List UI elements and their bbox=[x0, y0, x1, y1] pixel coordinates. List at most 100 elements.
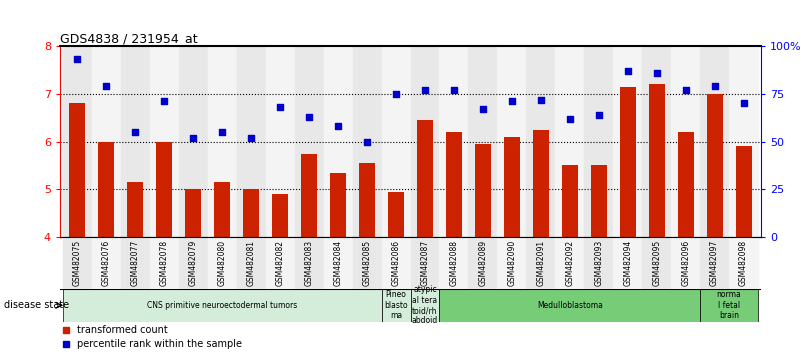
Point bbox=[650, 70, 663, 76]
Text: GSM482080: GSM482080 bbox=[218, 240, 227, 286]
Bar bbox=[469, 237, 497, 289]
Bar bbox=[562, 166, 578, 237]
Bar bbox=[179, 46, 207, 237]
Bar bbox=[497, 46, 526, 237]
Bar bbox=[156, 142, 172, 237]
Text: CNS primitive neuroectodermal tumors: CNS primitive neuroectodermal tumors bbox=[147, 301, 297, 310]
Bar bbox=[440, 289, 700, 322]
Text: GSM482090: GSM482090 bbox=[507, 240, 517, 286]
Bar bbox=[121, 237, 150, 289]
Bar bbox=[207, 46, 237, 237]
Bar bbox=[179, 237, 207, 289]
Text: GSM482078: GSM482078 bbox=[160, 240, 169, 286]
Bar bbox=[497, 237, 526, 289]
Point bbox=[563, 116, 576, 121]
Text: GSM482093: GSM482093 bbox=[594, 240, 603, 286]
Point bbox=[534, 97, 547, 102]
Bar bbox=[63, 237, 92, 289]
Point bbox=[622, 68, 634, 74]
Bar bbox=[272, 194, 288, 237]
Bar bbox=[295, 46, 324, 237]
Bar bbox=[440, 46, 469, 237]
Bar bbox=[92, 46, 121, 237]
Bar bbox=[244, 189, 260, 237]
Bar bbox=[63, 46, 92, 237]
Bar bbox=[121, 46, 150, 237]
Point bbox=[274, 104, 287, 110]
Bar bbox=[642, 46, 671, 237]
Point bbox=[360, 139, 373, 144]
Bar bbox=[642, 237, 671, 289]
Bar bbox=[504, 137, 520, 237]
Bar bbox=[92, 237, 121, 289]
Text: percentile rank within the sample: percentile rank within the sample bbox=[77, 339, 242, 349]
Bar bbox=[700, 237, 729, 289]
Point bbox=[448, 87, 461, 93]
Point bbox=[215, 129, 228, 135]
Text: GSM482076: GSM482076 bbox=[102, 240, 111, 286]
Point bbox=[187, 135, 199, 141]
Text: GSM482086: GSM482086 bbox=[392, 240, 400, 286]
Bar bbox=[266, 237, 295, 289]
Bar bbox=[63, 289, 381, 322]
Bar bbox=[614, 237, 642, 289]
Text: GSM482077: GSM482077 bbox=[131, 240, 140, 286]
Text: GSM482081: GSM482081 bbox=[247, 240, 256, 286]
Text: GSM482098: GSM482098 bbox=[739, 240, 748, 286]
Bar bbox=[729, 46, 758, 237]
Text: GSM482087: GSM482087 bbox=[421, 240, 429, 286]
Bar bbox=[533, 130, 549, 237]
Bar bbox=[410, 289, 440, 322]
Bar bbox=[324, 237, 352, 289]
Point bbox=[708, 83, 721, 89]
Bar bbox=[671, 46, 700, 237]
Bar bbox=[469, 46, 497, 237]
Bar bbox=[381, 46, 410, 237]
Text: GSM482092: GSM482092 bbox=[566, 240, 574, 286]
Bar bbox=[475, 144, 491, 237]
Bar bbox=[620, 87, 636, 237]
Text: GDS4838 / 231954_at: GDS4838 / 231954_at bbox=[60, 32, 198, 45]
Bar bbox=[440, 237, 469, 289]
Bar bbox=[614, 46, 642, 237]
Text: GSM482094: GSM482094 bbox=[623, 240, 632, 286]
Bar bbox=[584, 46, 614, 237]
Text: GSM482082: GSM482082 bbox=[276, 240, 284, 286]
Text: GSM482088: GSM482088 bbox=[449, 240, 458, 286]
Point bbox=[593, 112, 606, 118]
Text: GSM482079: GSM482079 bbox=[189, 240, 198, 286]
Bar bbox=[381, 237, 410, 289]
Text: GSM482095: GSM482095 bbox=[652, 240, 661, 286]
Text: atypic
al tera
toid/rh
abdoid: atypic al tera toid/rh abdoid bbox=[412, 285, 438, 325]
Bar bbox=[446, 132, 462, 237]
Bar bbox=[150, 46, 179, 237]
Bar bbox=[584, 237, 614, 289]
Bar bbox=[266, 46, 295, 237]
Bar bbox=[410, 46, 440, 237]
Point bbox=[158, 99, 171, 104]
Bar bbox=[185, 189, 201, 237]
Bar bbox=[207, 237, 237, 289]
Point bbox=[679, 87, 692, 93]
Bar bbox=[127, 182, 143, 237]
Point bbox=[129, 129, 142, 135]
Text: norma
l fetal
brain: norma l fetal brain bbox=[717, 290, 742, 320]
Text: GSM482085: GSM482085 bbox=[363, 240, 372, 286]
Bar bbox=[352, 237, 381, 289]
Bar bbox=[359, 163, 375, 237]
Point bbox=[71, 57, 84, 62]
Bar bbox=[591, 166, 606, 237]
Bar bbox=[526, 46, 555, 237]
Bar bbox=[330, 173, 346, 237]
Point bbox=[332, 124, 344, 129]
Point bbox=[100, 83, 113, 89]
Text: GSM482091: GSM482091 bbox=[537, 240, 545, 286]
Point bbox=[505, 99, 518, 104]
Text: GSM482075: GSM482075 bbox=[73, 240, 82, 286]
Text: GSM482083: GSM482083 bbox=[304, 240, 314, 286]
Bar bbox=[526, 237, 555, 289]
Point bbox=[477, 106, 489, 112]
Text: GSM482097: GSM482097 bbox=[710, 240, 719, 286]
Point bbox=[245, 135, 258, 141]
Text: disease state: disease state bbox=[4, 300, 69, 310]
